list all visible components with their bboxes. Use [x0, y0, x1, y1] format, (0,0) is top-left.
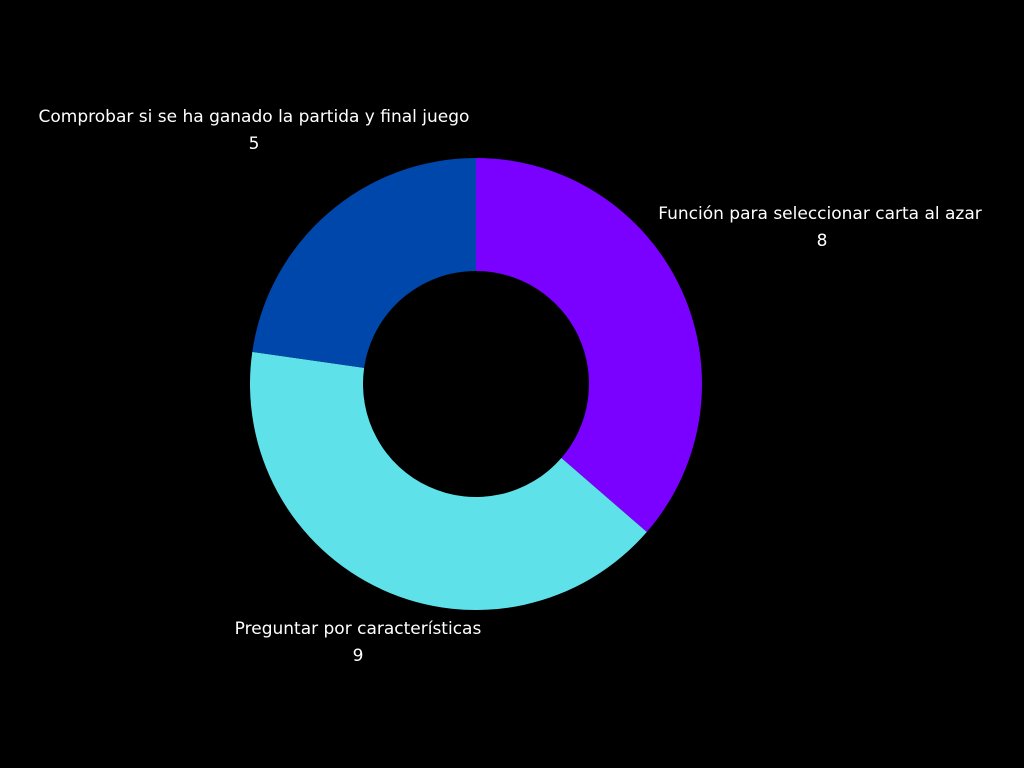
slice-label-name: Preguntar por características	[235, 619, 482, 639]
donut-slice	[250, 351, 647, 610]
slice-label-name: Función para seleccionar carta al azar	[658, 204, 982, 224]
labels-group: Función para seleccionar carta al azar 8…	[39, 107, 982, 666]
slices-group	[250, 158, 702, 610]
slice-label-name: Comprobar si se ha ganado la partida y f…	[39, 107, 470, 127]
slice-label-value: 8	[817, 231, 828, 251]
donut-slice	[252, 158, 476, 368]
donut-slice	[476, 158, 702, 532]
slice-label-value: 9	[353, 646, 364, 666]
slice-label-value: 5	[249, 134, 260, 154]
